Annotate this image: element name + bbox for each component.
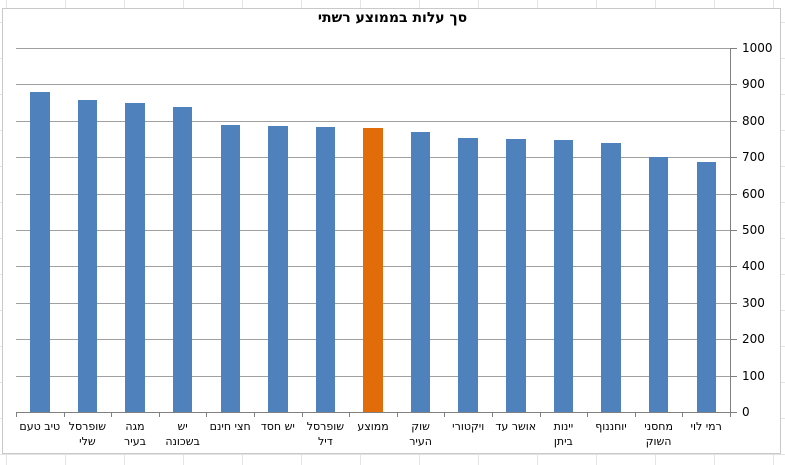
x-axis-label: יש בשכונה [165, 420, 200, 448]
y-axis-label: 100 [742, 369, 765, 383]
bar-4[interactable] [220, 124, 240, 412]
y-axis-label: 900 [742, 77, 765, 91]
y-axis-label: 500 [742, 223, 765, 237]
x-axis-tick [397, 413, 398, 417]
y-axis-tick [731, 230, 737, 231]
x-axis-label: טיב טעם [19, 420, 61, 433]
bar-14[interactable] [696, 162, 716, 412]
x-axis-tick [540, 413, 541, 417]
y-axis-tick [731, 303, 737, 304]
x-axis-tick [682, 413, 683, 417]
x-axis-tick [635, 413, 636, 417]
x-axis-label: חצי חינם [209, 420, 251, 433]
bar-6[interactable] [315, 126, 336, 412]
x-axis-tick [587, 413, 588, 417]
x-axis-tick [64, 413, 65, 417]
bar-8[interactable] [410, 131, 431, 412]
x-axis-tick [730, 413, 731, 417]
y-axis-tick [731, 266, 737, 267]
x-axis-label: יוחננוף [595, 420, 627, 433]
x-axis-tick [206, 413, 207, 417]
y-axis-tick [731, 412, 737, 413]
gridline-800 [16, 121, 730, 122]
bar-13[interactable] [648, 156, 669, 412]
y-axis-label: 300 [742, 296, 765, 310]
bar-3[interactable] [172, 107, 193, 412]
y-axis-label: 700 [742, 150, 765, 164]
x-axis-tick [159, 413, 160, 417]
chart-title: סך עלות בממוצע רשתי [317, 10, 468, 26]
y-axis-label: 800 [742, 114, 765, 128]
x-axis-tick [111, 413, 112, 417]
gridline-1000 [16, 48, 730, 49]
y-axis-label: 0 [742, 405, 750, 419]
y-axis-tick [731, 194, 737, 195]
bar-12[interactable] [601, 143, 621, 412]
bar-1[interactable] [77, 99, 98, 412]
x-axis-tick [16, 413, 17, 417]
x-axis-label: ויקטורי [452, 420, 485, 433]
x-axis-tick [302, 413, 303, 417]
x-axis-label: יינות ביתן [553, 420, 574, 448]
y-axis-label: 600 [742, 187, 765, 201]
y-axis-tick [731, 376, 737, 377]
y-axis-tick [731, 84, 737, 85]
x-axis-label: אושר עד [495, 420, 537, 433]
x-axis-label: שופרסל שלי [68, 420, 107, 448]
value-axis-line [730, 48, 731, 413]
y-axis-tick [731, 339, 737, 340]
x-axis-label: ממוצע [357, 420, 389, 433]
y-axis-label: 1000 [742, 41, 773, 55]
x-axis-label: מגה בעיר [124, 420, 146, 448]
bar-5[interactable] [268, 125, 288, 412]
y-axis-label: 400 [742, 259, 765, 273]
bar-11[interactable] [553, 140, 574, 412]
y-axis-tick [731, 48, 737, 49]
x-axis-tick [254, 413, 255, 417]
x-axis-label: שוק העיר [409, 420, 432, 448]
x-axis-label: יש חסד [260, 420, 295, 433]
bar-0[interactable] [30, 91, 50, 412]
x-axis-tick [444, 413, 445, 417]
bar-2[interactable] [125, 103, 145, 412]
x-axis-label: מחסני השוק [644, 420, 673, 448]
x-axis-tick [492, 413, 493, 417]
x-axis-label: רמי לוי [690, 420, 722, 433]
x-axis-tick [349, 413, 350, 417]
category-axis-line [16, 412, 731, 413]
bar-9[interactable] [458, 138, 478, 412]
x-axis-label: שופרסל דיל [306, 420, 345, 448]
y-axis-tick [731, 121, 737, 122]
y-axis-tick [731, 157, 737, 158]
bar-10[interactable] [506, 139, 526, 412]
bar-7[interactable] [363, 128, 383, 412]
y-axis-label: 200 [742, 332, 765, 346]
gridline-900 [16, 84, 730, 85]
